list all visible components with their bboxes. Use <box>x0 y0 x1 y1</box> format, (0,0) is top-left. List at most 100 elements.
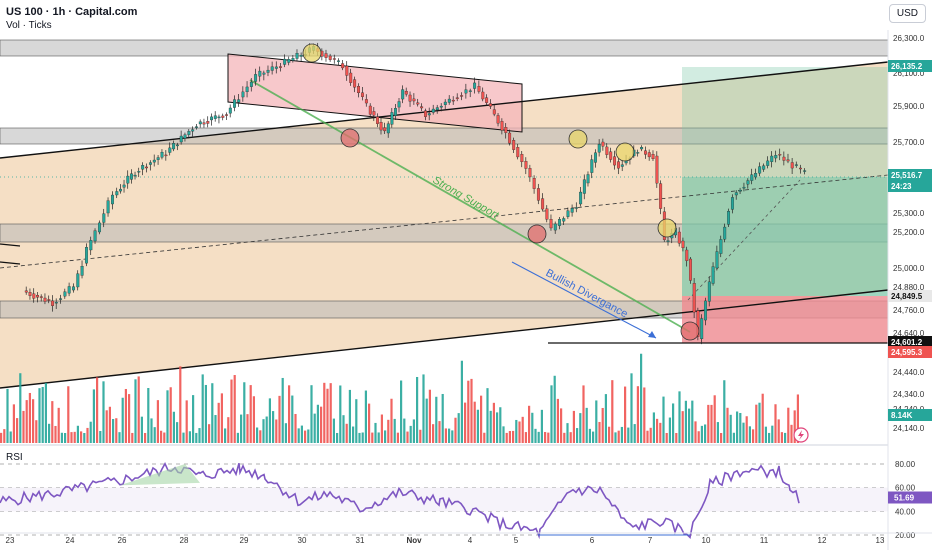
volume-bar <box>70 432 73 443</box>
candle-body <box>786 159 790 162</box>
volume-bar <box>480 395 483 443</box>
volume-bar <box>700 425 703 443</box>
candle-body <box>67 286 71 294</box>
volume-bar <box>556 398 559 443</box>
candle-body <box>357 86 360 94</box>
volume-bar <box>585 407 588 443</box>
volume-bar <box>662 396 665 443</box>
candle-body <box>778 154 782 156</box>
candle-body <box>266 69 270 73</box>
rsi-indicator-label[interactable]: RSI <box>6 452 23 463</box>
volume-bar <box>400 380 403 443</box>
candle-body <box>254 74 258 82</box>
candle-body <box>245 86 249 93</box>
swing-point-marker <box>657 218 677 238</box>
candle-body <box>655 155 659 184</box>
candle-body <box>213 115 217 119</box>
volume-bar <box>387 419 390 443</box>
volume-bar <box>3 429 6 443</box>
volume-bar <box>288 385 291 443</box>
candle-body <box>485 97 489 103</box>
candle-body <box>137 171 141 173</box>
volume-bar <box>604 394 607 443</box>
volume-bar <box>73 431 76 443</box>
volume-bar <box>729 414 732 443</box>
volume-bar <box>57 407 60 443</box>
candle-body <box>455 97 459 99</box>
volume-bar <box>476 409 479 443</box>
volume-bar <box>726 407 729 443</box>
candle-body <box>270 66 274 71</box>
volume-bar <box>457 413 460 443</box>
candle-body <box>616 161 620 169</box>
volume-bar <box>368 403 371 443</box>
volume-bar <box>486 388 489 443</box>
candle-body <box>613 156 617 166</box>
volume-bar <box>153 427 156 443</box>
volume-bar <box>329 383 332 443</box>
volume-bar <box>496 412 499 443</box>
volume-bar <box>508 431 511 443</box>
candle-body <box>447 98 451 103</box>
candle-body <box>723 226 727 240</box>
candles-group <box>24 42 807 345</box>
time-axis-tick: Nov <box>406 536 422 545</box>
volume-bar <box>124 388 127 443</box>
volume-bar <box>403 418 406 443</box>
volume-bar <box>80 431 83 443</box>
candle-body <box>689 258 692 281</box>
volume-bar <box>291 395 294 443</box>
volume-bar <box>320 406 323 443</box>
price-axis-tick: 25,000.0 <box>893 264 925 273</box>
candle-body <box>579 191 583 205</box>
candle-body <box>156 157 160 160</box>
volume-bar <box>358 432 361 443</box>
candle-body <box>341 63 345 69</box>
volume-bar <box>345 423 348 443</box>
candle-body <box>225 114 228 116</box>
volume-bar <box>185 400 188 443</box>
candle-body <box>439 105 443 108</box>
volume-bar <box>336 432 339 443</box>
candle-body <box>730 197 734 210</box>
swing-point-marker <box>527 224 547 244</box>
volume-bar <box>35 420 38 443</box>
symbol-title[interactable]: US 100 · 1h · Capital.com <box>6 6 138 18</box>
volume-indicator-label[interactable]: Vol · Ticks <box>6 20 52 31</box>
candle-body <box>451 99 455 102</box>
candle-body <box>468 90 472 92</box>
volume-bar <box>771 425 774 443</box>
candle-body <box>36 294 39 298</box>
currency-button[interactable]: USD <box>888 4 926 23</box>
support-price-label: 24,601.2 <box>891 338 923 347</box>
volume-bar <box>534 428 537 443</box>
price-axis-tick: 24,760.0 <box>893 306 925 315</box>
volume-bar <box>518 421 521 443</box>
volume-bar <box>323 382 326 443</box>
volume-bar <box>412 419 415 443</box>
volume-bar <box>444 428 447 443</box>
price-axis-tick: 24,640.0 <box>893 329 925 338</box>
last-price-label: 25,516.7 <box>891 171 923 180</box>
target-price-label-bg <box>888 60 932 72</box>
volume-bar <box>710 404 713 443</box>
volume-bar <box>592 431 595 443</box>
volume-bar <box>678 391 681 443</box>
time-axis-tick: 13 <box>876 536 885 545</box>
volume-bar <box>515 419 518 443</box>
candle-body <box>443 101 447 105</box>
volume-bar <box>688 408 691 443</box>
swing-point-marker <box>340 128 360 148</box>
candle-body <box>51 300 54 306</box>
candle-body <box>39 296 43 298</box>
volume-bar <box>374 422 377 443</box>
volume-bar <box>652 412 655 443</box>
candle-body <box>368 105 372 115</box>
time-axis-tick: 31 <box>356 536 365 545</box>
candle-body <box>291 58 295 61</box>
time-axis-tick: 5 <box>514 536 519 545</box>
support-price-label-bg <box>888 336 932 348</box>
candle-body <box>734 192 738 196</box>
